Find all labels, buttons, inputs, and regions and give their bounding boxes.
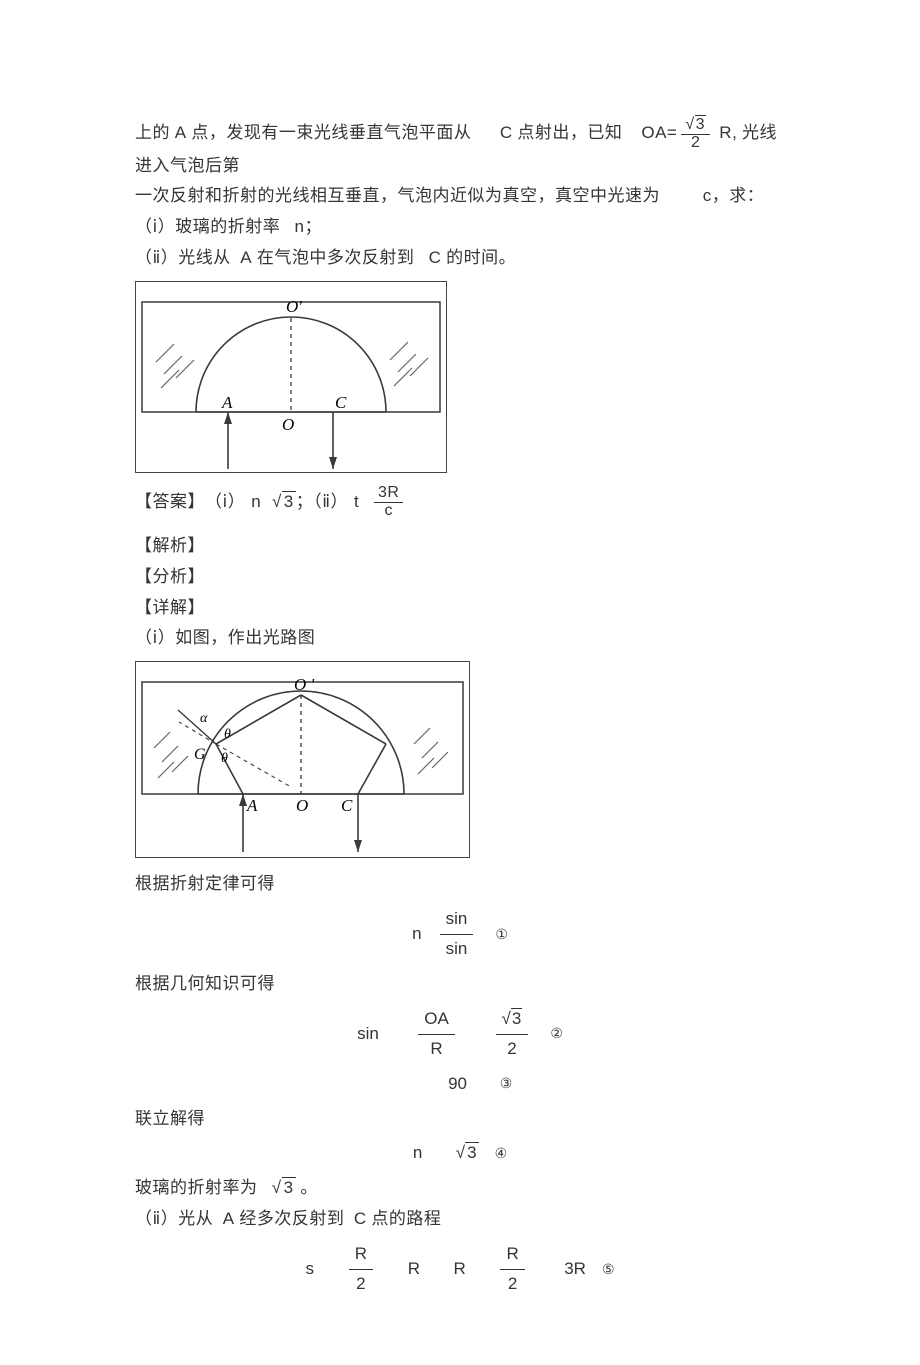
fenxi-label: 【分析】 bbox=[135, 563, 785, 592]
eq1-mark: ① bbox=[495, 923, 508, 947]
eq-1: n sin sin ① bbox=[135, 905, 785, 964]
fig1-A: A bbox=[221, 393, 233, 412]
letter-A: A bbox=[240, 248, 252, 267]
OA-eq: OA= bbox=[641, 123, 677, 142]
t-sym: t bbox=[354, 488, 359, 517]
xiangjie-label: 【详解】 bbox=[135, 594, 785, 623]
eq1-n: n bbox=[412, 920, 421, 949]
fig2-theta2: θ bbox=[221, 751, 228, 766]
text: ；（ⅱ） bbox=[296, 488, 348, 517]
letter-A: A bbox=[223, 1209, 235, 1228]
sol-i: （ⅰ）如图，作出光路图 bbox=[135, 624, 785, 653]
figure-1-svg: O' A O C bbox=[136, 282, 446, 472]
eq4-mark: ④ bbox=[495, 1142, 508, 1166]
text: 点的路程 bbox=[367, 1209, 442, 1228]
text: （ⅰ）玻璃的折射率 bbox=[135, 217, 280, 236]
text: 点射出，已知 bbox=[513, 123, 623, 142]
eq2-frac-OA-R: OA R bbox=[418, 1005, 455, 1064]
fig1-C: C bbox=[335, 393, 347, 412]
answer-line: 【答案】（ⅰ）n √3；（ⅱ）t 3R c bbox=[135, 485, 785, 520]
fig2-O: O bbox=[296, 796, 308, 815]
p-refraction: 根据折射定律可得 bbox=[135, 870, 785, 899]
eq2-frac-sqrt3-2: √3 2 bbox=[496, 1005, 529, 1064]
question-i: （ⅰ）玻璃的折射率 n； bbox=[135, 213, 785, 242]
p-ii: （ⅱ）光从 A 经多次反射到 C 点的路程 bbox=[135, 1205, 785, 1234]
eq3-90: 90 bbox=[448, 1070, 467, 1099]
eq5-frac1: R 2 bbox=[349, 1240, 373, 1299]
eq-4: n √3 ④ bbox=[135, 1139, 785, 1168]
para-line-1: 上的 A 点，发现有一束光线垂直气泡平面从 C 点射出，已知 OA= √3 2 … bbox=[135, 117, 785, 180]
answer-label: 【答案】 bbox=[135, 488, 205, 517]
fig2-C: C bbox=[341, 796, 353, 815]
eq-3: 90 ③ bbox=[135, 1070, 785, 1099]
question-ii: （ⅱ）光线从 A 在气泡中多次反射到 C 的时间。 bbox=[135, 244, 785, 273]
R-comma: R, bbox=[714, 123, 737, 142]
fig2-alpha: α bbox=[200, 711, 208, 726]
page: 上的 A 点，发现有一束光线垂直气泡平面从 C 点射出，已知 OA= √3 2 … bbox=[0, 0, 920, 1365]
letter-C: C bbox=[429, 248, 442, 267]
eq1-frac: sin sin bbox=[440, 905, 474, 964]
eq5-s: s bbox=[305, 1255, 314, 1284]
c-label: c， bbox=[703, 186, 730, 205]
fig2-Oprime: O ' bbox=[294, 675, 315, 694]
figure-1: O' A O C bbox=[135, 281, 447, 473]
text: 求： bbox=[729, 186, 764, 205]
sqrt3: √3 bbox=[272, 488, 296, 517]
text: 。 bbox=[300, 1178, 318, 1197]
eq-5: s R 2 R R R 2 3R ⑤ bbox=[135, 1240, 785, 1299]
eq2-mark: ② bbox=[550, 1022, 563, 1046]
eq3-mark: ③ bbox=[500, 1072, 513, 1096]
eq5-frac2: R 2 bbox=[500, 1240, 524, 1299]
frac-3R-c: 3R c bbox=[374, 485, 403, 520]
text: 经多次反射到 bbox=[235, 1209, 345, 1228]
text: 点，发现有一束光线垂直气泡平面从 bbox=[187, 123, 472, 142]
text: 的时间。 bbox=[441, 248, 516, 267]
eq5-R2: R bbox=[453, 1255, 465, 1284]
sqrt3-inline: √3 bbox=[272, 1177, 296, 1197]
jiexi-label: 【解析】 bbox=[135, 532, 785, 561]
para-line-2: 一次反射和折射的光线相互垂直，气泡内近似为真空，真空中光速为 c，求： bbox=[135, 182, 785, 211]
fig1-Oprime: O' bbox=[286, 297, 302, 316]
eq2-sin: sin bbox=[357, 1020, 379, 1049]
text: （ⅰ） bbox=[205, 488, 245, 517]
text: 玻璃的折射率为 bbox=[135, 1178, 258, 1197]
eq-2: sin OA R √3 2 ② bbox=[135, 1005, 785, 1064]
eq4-n: n bbox=[413, 1139, 422, 1168]
text: 上的 bbox=[135, 123, 175, 142]
figure-2: O ' G α θ θ A O C bbox=[135, 661, 470, 858]
text: 在气泡中多次反射到 bbox=[252, 248, 414, 267]
text: （ⅱ）光从 bbox=[135, 1209, 213, 1228]
n-label: n； bbox=[294, 217, 321, 236]
letter-C: C bbox=[354, 1209, 367, 1228]
p-geom: 根据几何知识可得 bbox=[135, 970, 785, 999]
fig1-O: O bbox=[282, 415, 294, 434]
eq5-R1: R bbox=[408, 1255, 420, 1284]
frac-sqrt3-2: √3 2 bbox=[681, 117, 710, 152]
n-sym: n bbox=[251, 488, 261, 517]
letter-A: A bbox=[175, 123, 187, 142]
figure-2-svg: O ' G α θ θ A O C bbox=[136, 662, 469, 857]
fig2-theta1: θ bbox=[224, 727, 231, 742]
text: 一次反射和折射的光线相互垂直，气泡内近似为真空，真空中光速为 bbox=[135, 186, 660, 205]
eq4-sqrt3: √3 bbox=[456, 1139, 479, 1168]
p-lianli: 联立解得 bbox=[135, 1105, 785, 1134]
eq5-mark: ⑤ bbox=[602, 1258, 615, 1282]
fig2-G: G bbox=[194, 746, 206, 763]
p-n-result: 玻璃的折射率为 √3 。 bbox=[135, 1174, 785, 1203]
fig2-A: A bbox=[246, 796, 258, 815]
letter-C: C bbox=[500, 123, 513, 142]
eq5-3R: 3R bbox=[564, 1255, 586, 1284]
text: （ⅱ）光线从 bbox=[135, 248, 231, 267]
